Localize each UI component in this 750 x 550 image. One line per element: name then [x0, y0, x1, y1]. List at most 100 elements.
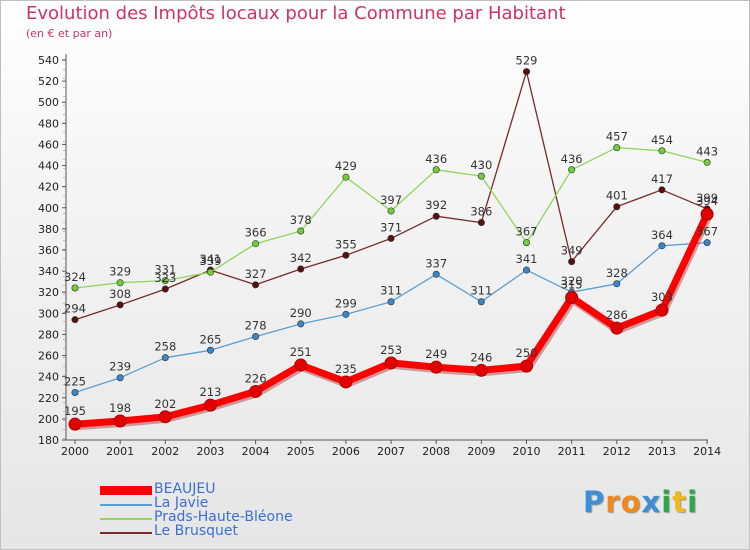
data-point-beaujeu [158, 410, 172, 424]
x-tick-label: 2003 [196, 445, 224, 458]
data-label-le-brusquet: 308 [109, 287, 131, 301]
logo-letter: t [672, 485, 688, 519]
data-point-le-brusquet [252, 281, 260, 289]
data-label-beaujeu: 303 [651, 290, 673, 304]
data-label-prads-haute-bl-one: 436 [561, 152, 583, 166]
data-point-prads-haute-bl-one [71, 284, 79, 292]
data-label-beaujeu: 213 [199, 385, 221, 399]
data-label-prads-haute-bl-one: 329 [109, 265, 131, 279]
data-label-beaujeu: 250 [516, 346, 538, 360]
logo-letter: x [641, 485, 662, 519]
y-tick-label: 400 [38, 202, 59, 215]
data-point-le-brusquet [342, 251, 350, 259]
legend-swatch [100, 504, 152, 506]
data-point-le-brusquet [432, 212, 440, 220]
x-tick-label: 2006 [332, 445, 360, 458]
data-point-beaujeu [655, 303, 669, 317]
data-label-le-brusquet: 529 [516, 54, 538, 68]
data-label-la-javie: 320 [561, 274, 583, 288]
data-label-beaujeu: 202 [154, 397, 176, 411]
data-label-prads-haute-bl-one: 339 [199, 254, 221, 268]
data-label-le-brusquet: 349 [561, 244, 583, 258]
data-point-la-javie [613, 280, 621, 288]
x-tick-label: 2013 [648, 445, 676, 458]
proxiti-logo: Proxiti [583, 485, 698, 519]
data-label-la-javie: 239 [109, 360, 131, 374]
legend-swatch [100, 518, 152, 520]
y-tick-label: 280 [38, 328, 59, 341]
data-label-beaujeu: 226 [245, 371, 267, 385]
data-label-prads-haute-bl-one: 443 [696, 144, 718, 158]
y-tick-label: 540 [38, 54, 59, 67]
data-label-prads-haute-bl-one: 324 [64, 270, 86, 284]
data-point-beaujeu [474, 363, 488, 377]
x-tick-label: 2007 [377, 445, 405, 458]
x-tick-label: 2011 [558, 445, 586, 458]
y-tick-label: 500 [38, 96, 59, 109]
data-point-beaujeu [520, 359, 533, 373]
data-label-prads-haute-bl-one: 429 [335, 159, 357, 173]
data-point-beaujeu [339, 375, 353, 389]
data-point-beaujeu [294, 358, 308, 372]
data-label-le-brusquet: 355 [335, 237, 357, 251]
data-point-la-javie [71, 388, 79, 396]
data-point-prads-haute-bl-one [522, 239, 530, 247]
data-label-la-javie: 258 [154, 340, 176, 354]
data-label-la-javie: 278 [245, 319, 267, 333]
data-point-prads-haute-bl-one [342, 173, 350, 181]
data-label-prads-haute-bl-one: 378 [290, 213, 312, 227]
data-label-prads-haute-bl-one: 367 [516, 225, 538, 239]
y-tick-label: 260 [38, 350, 59, 363]
data-label-la-javie: 367 [696, 225, 718, 239]
data-point-prads-haute-bl-one [387, 207, 395, 215]
data-label-prads-haute-bl-one: 454 [651, 133, 673, 147]
data-point-prads-haute-bl-one [658, 147, 666, 155]
data-point-prads-haute-bl-one [432, 166, 440, 174]
data-point-prads-haute-bl-one [116, 279, 124, 287]
data-label-la-javie: 341 [516, 252, 538, 266]
x-tick-label: 2004 [242, 445, 270, 458]
data-point-le-brusquet [116, 301, 124, 309]
data-label-prads-haute-bl-one: 366 [245, 226, 267, 240]
data-label-la-javie: 290 [290, 306, 312, 320]
data-label-le-brusquet: 399 [696, 191, 718, 205]
data-point-beaujeu [429, 360, 443, 374]
data-point-la-javie [387, 298, 395, 306]
data-point-prads-haute-bl-one [252, 240, 260, 248]
logo-letter: r [605, 485, 621, 519]
logo-letter: i [661, 485, 673, 519]
data-point-la-javie [703, 239, 711, 247]
logo-letter: o [620, 485, 642, 519]
data-label-beaujeu: 249 [425, 347, 447, 361]
legend-swatch [100, 532, 152, 534]
y-tick-label: 440 [38, 160, 59, 173]
x-tick-label: 2012 [603, 445, 631, 458]
data-point-prads-haute-bl-one [206, 268, 214, 276]
data-point-beaujeu [384, 356, 398, 370]
legend-label: Prads-Haute-Bléone [154, 509, 293, 525]
data-label-prads-haute-bl-one: 430 [470, 158, 492, 172]
data-label-la-javie: 337 [425, 256, 447, 270]
data-point-la-javie [116, 374, 124, 382]
logo-letter: i [687, 485, 699, 519]
data-label-la-javie: 364 [651, 228, 673, 242]
data-point-la-javie [206, 346, 214, 354]
x-tick-label: 2014 [693, 445, 721, 458]
data-label-prads-haute-bl-one: 331 [154, 263, 176, 277]
data-point-la-javie [161, 354, 169, 362]
legend-swatch [100, 486, 152, 495]
data-label-beaujeu: 315 [561, 278, 583, 292]
y-tick-label: 240 [38, 371, 59, 384]
x-tick-label: 2000 [61, 445, 89, 458]
data-point-beaujeu [249, 384, 263, 398]
data-point-beaujeu [113, 414, 127, 428]
x-tick-label: 2001 [106, 445, 134, 458]
legend-label: La Javie [154, 495, 209, 511]
data-point-prads-haute-bl-one [161, 277, 169, 285]
data-label-la-javie: 328 [606, 266, 628, 280]
data-point-prads-haute-bl-one [477, 172, 485, 180]
data-point-le-brusquet [613, 203, 621, 211]
y-tick-label: 200 [38, 413, 59, 426]
